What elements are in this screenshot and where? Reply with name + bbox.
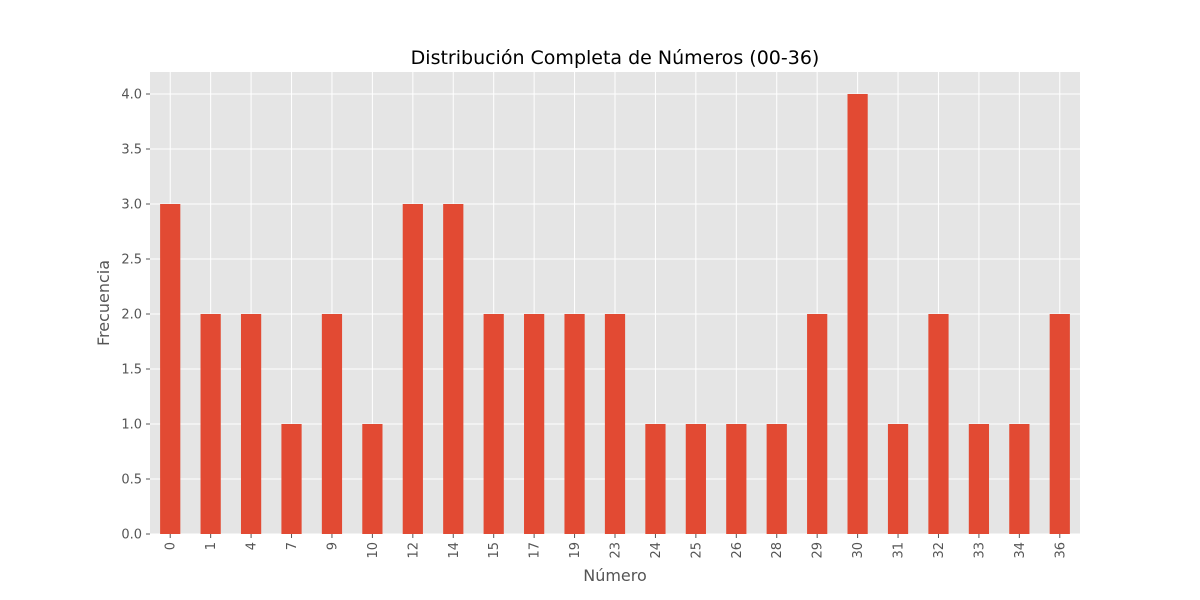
y-tick-label: 2.5 <box>121 253 142 268</box>
bar-19 <box>564 314 585 534</box>
bar-29 <box>807 314 828 534</box>
bar-34 <box>1009 424 1030 534</box>
y-tick-label: 0.5 <box>121 473 142 488</box>
x-tick-label: 32 <box>932 542 947 559</box>
x-tick-label: 9 <box>325 542 340 550</box>
bar-9 <box>321 314 343 534</box>
x-tick-label: 1 <box>204 542 219 550</box>
bar-10 <box>362 424 383 534</box>
bar-23 <box>604 314 626 534</box>
y-axis-ticks: 0.0 0.5 1.0 1.5 2.0 2.5 3.0 3.5 4.0 <box>121 88 150 543</box>
x-axis-ticks: 0 1 4 7 9 10 12 14 15 17 19 23 24 25 26 28 29 30 31 32 33 34 3… <box>164 534 1068 559</box>
x-tick-label: 28 <box>770 542 785 559</box>
bar-24 <box>645 424 666 534</box>
x-tick-label: 33 <box>972 542 987 559</box>
bar-15 <box>483 314 504 534</box>
x-tick-label: 30 <box>851 542 866 559</box>
bar-26 <box>726 424 747 534</box>
y-tick-label: 1.0 <box>121 418 142 433</box>
bar-28 <box>766 424 787 534</box>
x-tick-label: 24 <box>649 542 664 559</box>
bar-33 <box>968 424 990 534</box>
x-tick-label: 0 <box>164 542 179 550</box>
x-tick-label: 12 <box>406 542 421 559</box>
x-tick-label: 19 <box>568 542 583 559</box>
bar-32 <box>928 314 949 534</box>
y-axis-label: Frecuencia <box>94 260 113 346</box>
x-tick-label: 25 <box>689 542 704 559</box>
bar-30 <box>847 94 868 534</box>
x-tick-label: 36 <box>1053 542 1068 559</box>
x-tick-label: 15 <box>487 542 502 559</box>
x-tick-label: 7 <box>285 542 300 550</box>
x-tick-label: 23 <box>609 542 624 559</box>
x-tick-label: 4 <box>245 542 260 550</box>
bar-1 <box>200 314 221 534</box>
bar-4 <box>240 314 262 534</box>
x-tick-label: 29 <box>811 542 826 559</box>
bar-25 <box>685 424 706 534</box>
y-tick-label: 1.5 <box>121 363 142 378</box>
bar-0 <box>160 204 181 534</box>
y-tick-label: 0.0 <box>121 528 142 543</box>
bar-7 <box>281 424 302 534</box>
y-tick-label: 3.0 <box>121 198 142 213</box>
bars-group <box>160 94 1070 534</box>
bar-12 <box>402 204 423 534</box>
bar-31 <box>887 424 909 534</box>
bar-17 <box>524 314 545 534</box>
x-tick-label: 17 <box>528 542 543 559</box>
x-tick-label: 31 <box>892 542 907 559</box>
x-tick-label: 26 <box>730 542 745 559</box>
y-tick-label: 4.0 <box>121 88 142 103</box>
x-tick-label: 10 <box>366 542 381 559</box>
y-tick-label: 2.0 <box>121 308 142 323</box>
y-tick-label: 3.5 <box>121 143 142 158</box>
bar-14 <box>443 204 464 534</box>
bar-36 <box>1049 314 1070 534</box>
x-tick-label: 34 <box>1013 542 1028 559</box>
x-axis-label: Número <box>583 566 647 585</box>
x-tick-label: 14 <box>447 542 462 559</box>
chart-title: Distribución Completa de Números (00-36) <box>411 47 820 69</box>
